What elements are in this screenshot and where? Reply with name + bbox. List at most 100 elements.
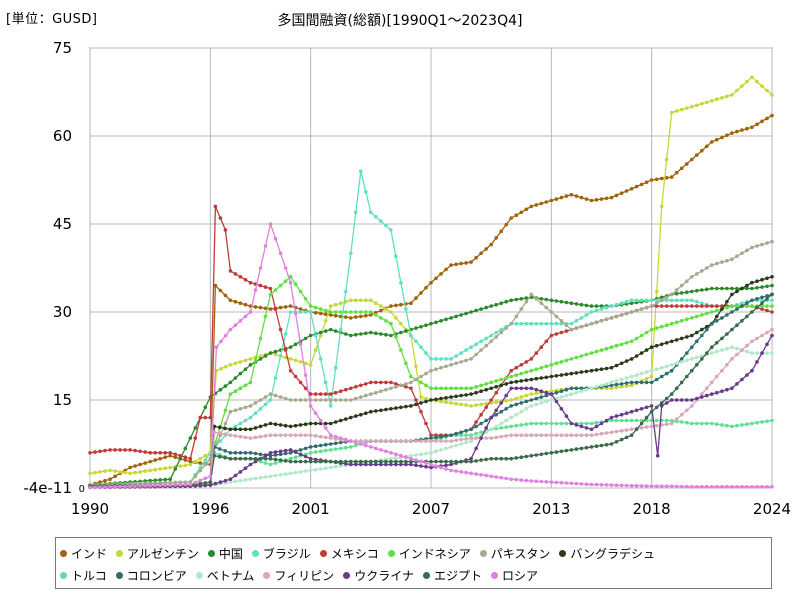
data-point: [168, 483, 172, 487]
data-point: [369, 462, 373, 467]
data-point: [509, 298, 513, 303]
data-point: [88, 471, 92, 476]
data-point: [183, 458, 188, 462]
data-point: [760, 84, 764, 88]
data-point: [323, 421, 328, 426]
data-point: [238, 301, 243, 306]
data-point: [193, 480, 198, 485]
data-point: [238, 427, 243, 432]
data-point: [233, 323, 238, 328]
data-point: [664, 323, 669, 328]
data-point: [444, 439, 448, 443]
data-point: [529, 292, 534, 297]
data-point: [409, 453, 413, 458]
data-point: [559, 407, 564, 411]
data-point: [685, 162, 689, 166]
data-point: [679, 357, 684, 361]
data-point: [384, 380, 388, 385]
data-point: [273, 288, 278, 292]
data-point: [629, 409, 634, 414]
data-point: [364, 189, 368, 194]
data-point: [419, 380, 423, 385]
data-point: [564, 300, 569, 305]
data-point: [308, 333, 313, 338]
data-point: [233, 434, 238, 438]
data-point: [745, 283, 749, 288]
data-point: [679, 420, 684, 424]
data-point: [584, 197, 589, 201]
data-point: [278, 452, 283, 457]
data-point: [700, 327, 704, 332]
y-tick-label: 75: [53, 39, 72, 57]
data-point: [344, 332, 348, 336]
data-point: [288, 275, 293, 279]
data-point: [760, 285, 764, 289]
data-point: [318, 467, 323, 471]
data-point: [278, 458, 283, 462]
data-point: [454, 361, 458, 366]
data-point: [629, 298, 634, 303]
data-point: [268, 222, 273, 226]
data-point: [328, 327, 333, 332]
data-point: [243, 466, 248, 471]
data-point: [695, 272, 699, 276]
data-point: [449, 357, 453, 361]
data-point: [494, 385, 499, 389]
data-point: [710, 263, 714, 267]
data-point: [168, 453, 172, 458]
data-point: [379, 408, 383, 413]
data-point: [303, 361, 308, 366]
data-point: [419, 374, 423, 379]
data-point: [730, 304, 734, 308]
data-point: [148, 478, 152, 483]
data-point: [654, 177, 659, 182]
data-point: [559, 195, 564, 200]
data-point: [248, 462, 253, 467]
data-point: [624, 428, 629, 432]
data-point: [514, 412, 519, 417]
data-point: [273, 433, 278, 438]
data-point: [654, 367, 659, 372]
data-point: [700, 485, 704, 489]
data-point: [173, 467, 178, 471]
data-point: [579, 424, 584, 429]
data-point: [429, 357, 433, 361]
data-point: [649, 298, 654, 303]
data-point: [740, 304, 744, 308]
data-point: [634, 418, 639, 423]
data-point: [594, 385, 599, 389]
data-point: [614, 343, 619, 348]
data-point: [384, 319, 388, 323]
data-point: [248, 477, 253, 482]
data-point: [318, 330, 323, 335]
data-point: [293, 358, 298, 363]
data-point: [178, 464, 183, 468]
data-point: [559, 395, 564, 399]
data-point: [705, 386, 709, 391]
data-point: [168, 465, 172, 470]
data-point: [283, 266, 288, 270]
data-point: [374, 313, 378, 317]
data-point: [619, 377, 624, 382]
data-point: [614, 429, 619, 434]
data-point: [725, 363, 729, 367]
data-point: [654, 304, 659, 308]
data-point: [664, 298, 669, 303]
x-tick-label: 2024: [753, 500, 791, 518]
data-point: [765, 88, 769, 93]
data-point: [183, 463, 188, 468]
data-point: [419, 439, 423, 443]
data-point: [439, 365, 443, 370]
data-point: [629, 418, 634, 423]
data-point: [499, 434, 504, 439]
data-point: [233, 299, 238, 304]
legend-label: ウクライナ: [354, 568, 414, 583]
data-point: [679, 304, 684, 308]
data-point: [624, 359, 629, 363]
y-tick-label: 15: [53, 391, 72, 409]
data-point: [624, 435, 629, 440]
data-point: [700, 392, 704, 396]
data-point: [223, 426, 227, 431]
data-point: [474, 352, 478, 357]
data-point: [539, 401, 544, 405]
